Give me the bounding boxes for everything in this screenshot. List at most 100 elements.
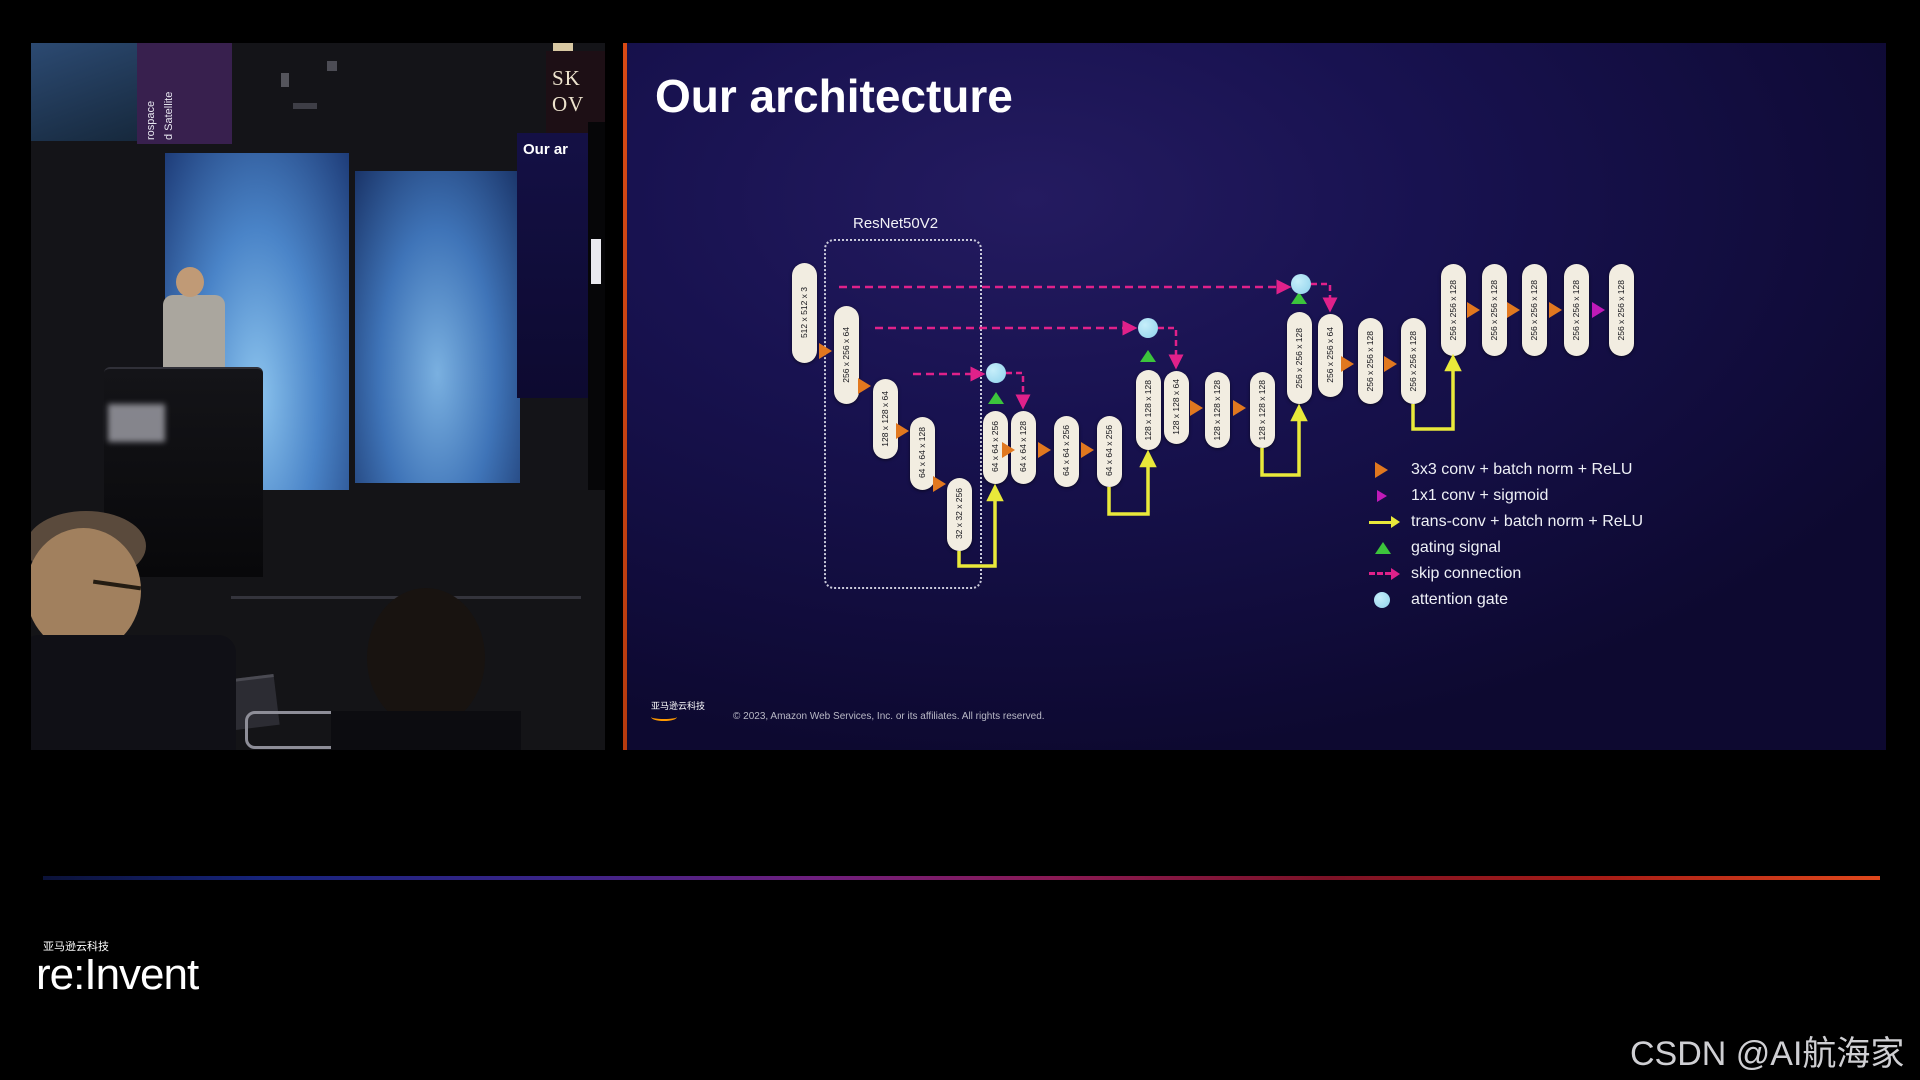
conv-triangle-icon: [1038, 442, 1051, 458]
arch-layer-pill: 128 x 128 x 128: [1135, 370, 1161, 450]
footer-aws-cn-text: 亚马逊云科技: [43, 941, 109, 953]
arch-layer-label: 256 x 256 x 128: [1293, 327, 1304, 389]
conv-triangle-icon: [1081, 442, 1094, 458]
conv-triangle-icon: [1507, 302, 1520, 318]
conv-triangle-icon: [1341, 356, 1354, 372]
arch-layer-pill: 128 x 128 x 128: [1249, 372, 1275, 448]
speaker-video-frame: rospace d Satellite SK OV Our ar: [31, 43, 605, 750]
arch-layer-label: 64 x 64 x 256: [1060, 425, 1071, 477]
screen-edge-glint: [591, 239, 601, 284]
conv-triangle-icon: [933, 476, 946, 492]
arch-layer-pill: 256 x 256 x 128: [1357, 318, 1383, 404]
resnet-label: ResNet50V2: [853, 215, 939, 232]
arch-layer-label: 256 x 256 x 128: [1528, 279, 1539, 341]
audience-left-head: [31, 528, 141, 653]
architecture-diagram: ResNet50V2 512 x 512 x 3 256 x 256 x 64 128…: [627, 43, 1886, 750]
arch-layer-pill: 64 x 64 x 128: [909, 416, 935, 490]
audience-center-head: [367, 588, 485, 728]
arch-layer-pill: 256 x 256 x 128: [1440, 264, 1466, 356]
arch-layer-pill: 512 x 512 x 3: [791, 263, 817, 363]
conv-triangle-icon: [1467, 302, 1480, 318]
legend-item: 1x1 conv + sigmoid: [1369, 483, 1643, 509]
audience-left-body: [31, 635, 236, 750]
diagram-legend: 3x3 conv + batch norm + ReLU 1x1 conv + s…: [1369, 457, 1643, 613]
legend-item: attention gate: [1369, 587, 1643, 613]
attention-gate-icon: [986, 363, 1006, 383]
arch-layer-pill: 128 x 128 x 64: [1163, 370, 1189, 444]
arch-layer-label: 256 x 256 x 128: [1407, 330, 1418, 392]
gating-signal-icon: [988, 392, 1004, 404]
arch-layer-label: 256 x 256 x 128: [1447, 279, 1458, 341]
legend-label: trans-conv + batch norm + ReLU: [1411, 513, 1644, 530]
conv-triangle-icon: [819, 343, 832, 359]
reinvent-logo: re:Invent: [36, 950, 199, 999]
arch-layer-label: 256 x 256 x 128: [1488, 279, 1499, 341]
arch-layer-label: 128 x 128 x 128: [1211, 379, 1222, 441]
banner-text-line: d Satellite: [163, 91, 175, 140]
arch-layer-pill: 256 x 256 x 128: [1286, 312, 1312, 404]
legend-item: 3x3 conv + batch norm + ReLU: [1369, 457, 1643, 483]
attention-gate-icon: [1291, 274, 1311, 294]
legend-item: skip connection: [1369, 561, 1643, 587]
conv-triangle-icon: [858, 378, 871, 394]
stage-truss-light: [327, 61, 337, 71]
side-monitor-title-partial: Our ar: [523, 141, 569, 158]
stage-backdrop-corner: [31, 43, 141, 141]
arch-layer-pill: 128 x 128 x 64: [872, 379, 898, 459]
legend-item: gating signal: [1369, 535, 1643, 561]
arch-layer-label: 256 x 256 x 64: [840, 327, 851, 383]
conv-triangle-icon: [1002, 442, 1015, 458]
conv3x3-triangle-icon: [1369, 460, 1403, 480]
stage-truss-light: [281, 73, 289, 87]
arch-layer-label: 32 x 32 x 256: [953, 488, 964, 540]
conv-triangle-icon: [1233, 400, 1246, 416]
gating-signal-icon: [1291, 292, 1307, 304]
slide-copyright: © 2023, Amazon Web Services, Inc. or its…: [733, 711, 1045, 722]
podium-blurred-logo: [108, 404, 165, 442]
conv-triangle-icon: [1384, 356, 1397, 372]
footer-gradient-bar: [43, 876, 1880, 880]
arch-layer-pill: 256 x 256 x 64: [1317, 313, 1343, 397]
banner-text-line: rospace: [145, 100, 157, 140]
arch-layer-label: 64 x 64 x 256: [989, 421, 1000, 473]
presenter-head: [176, 267, 204, 297]
arch-layer-pill: 256 x 256 x 128: [1400, 318, 1426, 404]
legend-item: trans-conv + batch norm + ReLU: [1369, 509, 1643, 535]
arch-layer-pill: 64 x 64 x 256: [1096, 415, 1122, 487]
resnet-dotted-box: [824, 239, 982, 589]
arch-layer-pill: 32 x 32 x 256: [946, 477, 972, 551]
presentation-slide: Our architecture ResNet50V2 512 x 512 x 3…: [627, 43, 1886, 750]
legend-label: attention gate: [1411, 591, 1508, 608]
venue-sign-line: OV: [552, 92, 585, 117]
arch-layer-label: 256 x 256 x 64: [1324, 327, 1335, 383]
trans-conv-arrow-icon: [1369, 512, 1403, 532]
csdn-watermark: CSDN @AI航海家: [1630, 1035, 1905, 1073]
arch-layer-label: 64 x 64 x 256: [1103, 425, 1114, 477]
attention-gate-icon: [1138, 318, 1158, 338]
arch-layer-label: 128 x 128 x 64: [879, 391, 890, 447]
attention-gate-circle-icon: [1369, 590, 1403, 610]
arch-layer-label: 64 x 64 x 128: [1017, 421, 1028, 473]
arch-layer-pill: 256 x 256 x 128: [1521, 264, 1547, 356]
arch-layer-pill: 128 x 128 x 128: [1204, 372, 1230, 448]
conv1x1-triangle-icon: [1369, 486, 1403, 506]
audience-center-body: [331, 711, 521, 750]
arch-layer-pill: 256 x 256 x 128: [1481, 264, 1507, 356]
arch-layer-label: 256 x 256 x 128: [1364, 330, 1375, 392]
arch-layer-label: 256 x 256 x 128: [1570, 279, 1581, 341]
gating-signal-icon: [1140, 350, 1156, 362]
presenter-body: [163, 295, 225, 373]
slide-divider-stripe: [623, 43, 627, 750]
arch-layer-pill: 256 x 256 x 128: [1608, 264, 1634, 356]
arch-layer-pill: 256 x 256 x 128: [1563, 264, 1589, 356]
aws-china-logo: 亚马逊云科技: [651, 699, 705, 721]
venue-sign-line: SK: [552, 66, 581, 90]
conv-triangle-icon: [1190, 400, 1203, 416]
skip-connection-dash-icon: [1369, 564, 1403, 584]
vertical-banner: rospace d Satellite: [137, 43, 232, 144]
gating-signal-triangle-icon: [1369, 538, 1403, 558]
slide-title: Our architecture: [655, 70, 1013, 122]
stage-screen-right: [355, 171, 520, 483]
arch-layer-label: 256 x 256 x 128: [1615, 279, 1626, 341]
